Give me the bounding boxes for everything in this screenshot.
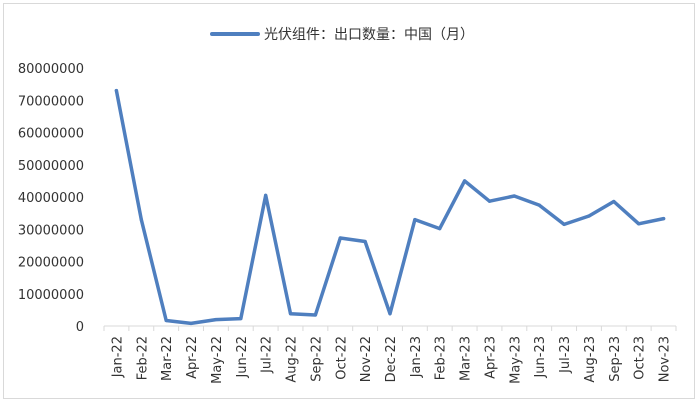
y-tick-label: 70000000 — [18, 94, 84, 109]
data-point — [214, 317, 218, 322]
data-point — [562, 222, 566, 227]
series-line — [114, 88, 666, 326]
x-tick-label: Oct-23 — [633, 336, 648, 380]
x-tick-label: May-23 — [508, 336, 523, 384]
x-tick-label: Dec-22 — [384, 336, 399, 382]
data-point — [114, 88, 119, 93]
data-point — [487, 199, 492, 203]
data-point — [463, 179, 467, 183]
data-point — [438, 227, 442, 231]
data-point — [537, 203, 541, 207]
data-point — [288, 312, 293, 316]
y-axis: 0 10000000 20000000 30000000 40000000 5000000… — [18, 62, 84, 335]
data-point — [189, 321, 193, 326]
data-point — [139, 217, 143, 222]
y-tick-label: 60000000 — [18, 127, 84, 142]
x-tick-label: Aug-22 — [285, 336, 300, 383]
data-point — [338, 236, 342, 240]
legend-label: 光伏组件：出口数量：中国（月） — [264, 27, 474, 43]
y-tick-label: 20000000 — [18, 256, 84, 271]
x-tick-label: May-22 — [210, 336, 225, 384]
y-tick-label: 10000000 — [18, 288, 84, 303]
x-tick-label: Jan-22 — [110, 336, 125, 378]
data-point — [661, 217, 666, 221]
data-point — [637, 222, 641, 226]
x-tick-label: Sep-23 — [608, 336, 623, 382]
x-axis: Jan-22 Feb-22 Mar-22 Apr-22 May-22 Jun-22 Jul-… — [103, 325, 677, 384]
x-tick-label: Mar-22 — [160, 336, 175, 381]
y-tick-label: 30000000 — [18, 223, 84, 238]
x-tick-label: Oct-22 — [334, 336, 349, 380]
data-point — [512, 194, 516, 198]
x-tick-label: Nov-23 — [658, 336, 673, 382]
x-tick-label: Jul-22 — [260, 336, 275, 374]
data-point — [587, 214, 591, 218]
y-tick-label: 50000000 — [18, 159, 84, 174]
legend: 光伏组件：出口数量：中国（月） — [210, 27, 474, 43]
data-point — [388, 312, 392, 316]
x-tick-label: Nov-22 — [359, 336, 374, 382]
data-point — [413, 217, 417, 222]
x-tick-label: Jan-23 — [409, 336, 424, 378]
x-tick-label: Apr-23 — [483, 336, 498, 379]
data-point — [363, 239, 367, 244]
x-tick-label: Sep-22 — [309, 336, 324, 382]
y-tick-label: 40000000 — [18, 191, 84, 206]
x-tick-label: Jun-22 — [235, 336, 250, 379]
data-point — [264, 193, 268, 197]
y-tick-label: 0 — [76, 320, 84, 335]
chart-frame — [3, 3, 695, 399]
x-tick-label: Feb-23 — [434, 336, 449, 380]
x-tick-label: Mar-23 — [459, 336, 474, 381]
data-point — [313, 313, 317, 317]
x-tick-label: Apr-22 — [185, 336, 200, 379]
y-tick-label: 80000000 — [18, 62, 84, 77]
x-tick-label: Jul-23 — [558, 336, 573, 374]
x-tick-label: Feb-22 — [135, 336, 150, 380]
x-tick-label: Jun-23 — [533, 336, 548, 379]
data-point — [164, 318, 168, 323]
data-point — [239, 316, 243, 321]
data-point — [612, 199, 616, 204]
series-layer — [114, 88, 666, 326]
x-tick-label: Aug-23 — [583, 336, 598, 383]
